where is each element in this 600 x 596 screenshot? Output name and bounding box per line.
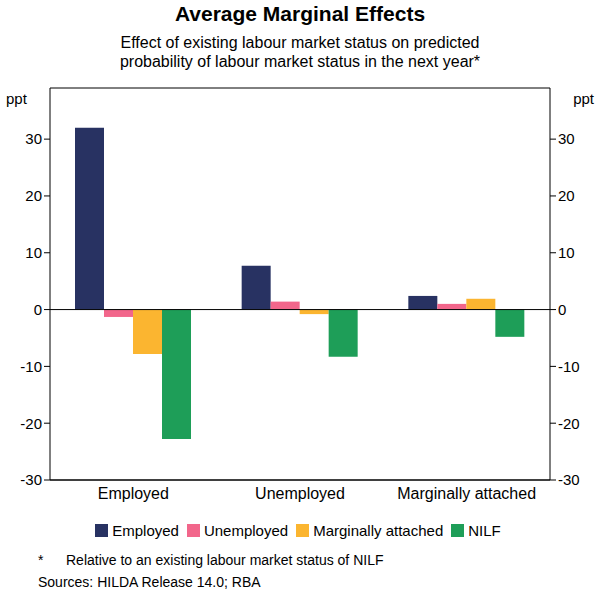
html-text:Marginally attached: Marginally attached (313, 522, 444, 539)
svg-text:-20: -20 (558, 415, 580, 432)
svg-text:-20: -20 (20, 415, 42, 432)
svg-text:0: 0 (558, 301, 566, 318)
html-text:Employed: Employed (112, 522, 179, 539)
svg-text:-10: -10 (20, 358, 42, 375)
html-text:ppt: ppt (573, 90, 594, 107)
svg-text:-30: -30 (558, 471, 580, 488)
svg-text:10: 10 (25, 244, 42, 261)
svg-text:-10: -10 (558, 358, 580, 375)
html-text:NILF: NILF (468, 522, 501, 539)
svg-text:Marginally attached: Marginally attached (397, 485, 536, 502)
svg-text:30: 30 (25, 130, 42, 147)
svg-text:20: 20 (558, 187, 575, 204)
svg-text:10: 10 (558, 244, 575, 261)
html-text:Average Marginal Effects: Average Marginal Effects (174, 2, 426, 25)
html-text:Relative to an existing labour: Relative to an existing labour market st… (66, 552, 384, 568)
html-text:ppt: ppt (6, 90, 27, 107)
svg-text:20: 20 (25, 187, 42, 204)
svg-text:30: 30 (558, 130, 575, 147)
html-text:Unemployed: Unemployed (203, 522, 289, 539)
html-text:probability of labour market s: probability of labour market status in t… (119, 53, 481, 70)
html-text:Effect of existing labour mark: Effect of existing labour market status … (120, 34, 480, 51)
svg-text:0: 0 (34, 301, 42, 318)
svg-text:Unemployed: Unemployed (255, 485, 345, 502)
svg-text:Employed: Employed (98, 485, 169, 502)
html-text:Sources: HILDA Release 14.0; R: Sources: HILDA Release 14.0; RBA (38, 574, 261, 590)
svg-text:-30: -30 (20, 471, 42, 488)
